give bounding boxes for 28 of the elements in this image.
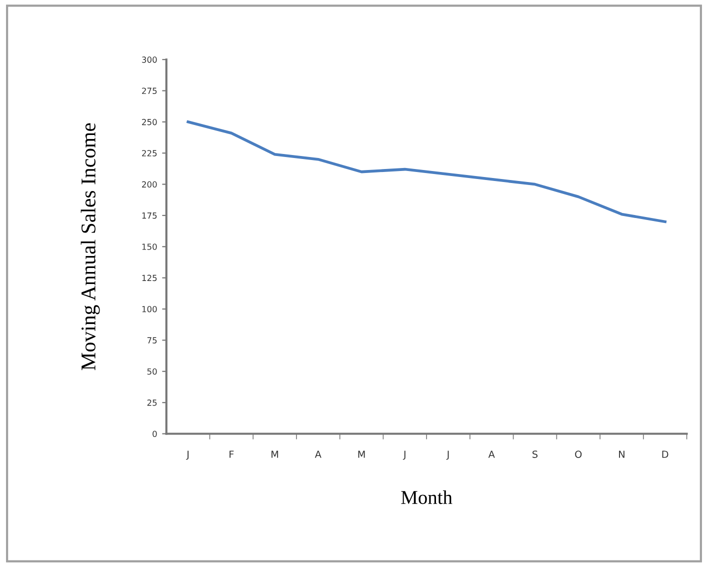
x-tick-label: D	[662, 450, 668, 458]
y-axis-title: Moving Annual Sales Income	[80, 123, 100, 370]
x-axis-title: Month	[401, 490, 452, 504]
y-tick-label: 25	[147, 400, 157, 406]
y-tick-label: 225	[142, 150, 157, 156]
y-tick-label: 150	[142, 244, 157, 250]
x-tick-label: J	[186, 450, 189, 460]
line-series	[186, 120, 666, 224]
y-tick-label: 75	[147, 337, 157, 344]
y-tick-label: 200	[142, 181, 157, 188]
x-tick-label: J	[402, 450, 406, 460]
y-tick-label: 300	[142, 56, 157, 63]
x-tick-label: N	[619, 450, 624, 458]
y-tick-label: 50	[147, 368, 157, 375]
x-tick-label: A	[314, 450, 322, 458]
x-tick-label: S	[532, 450, 538, 458]
x-tick-label: J	[446, 450, 449, 460]
y-tick-label: 0	[152, 430, 157, 438]
x-tick-label: F	[230, 450, 234, 458]
y-tick-label: 175	[142, 212, 157, 219]
y-tick-label: 125	[142, 274, 157, 282]
y-tick-label: 250	[142, 118, 157, 126]
x-tick-label: M	[358, 450, 365, 458]
x-tick-label: M	[272, 450, 278, 458]
y-tick-label: 275	[142, 88, 157, 94]
x-tick-label: A	[488, 450, 495, 458]
x-tick-label: O	[575, 450, 582, 458]
y-tick-label: 100	[142, 306, 157, 312]
